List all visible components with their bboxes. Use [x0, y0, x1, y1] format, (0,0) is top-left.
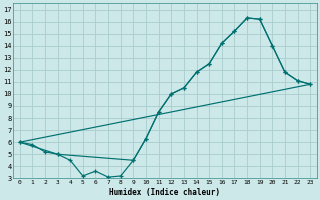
- X-axis label: Humidex (Indice chaleur): Humidex (Indice chaleur): [109, 188, 220, 197]
